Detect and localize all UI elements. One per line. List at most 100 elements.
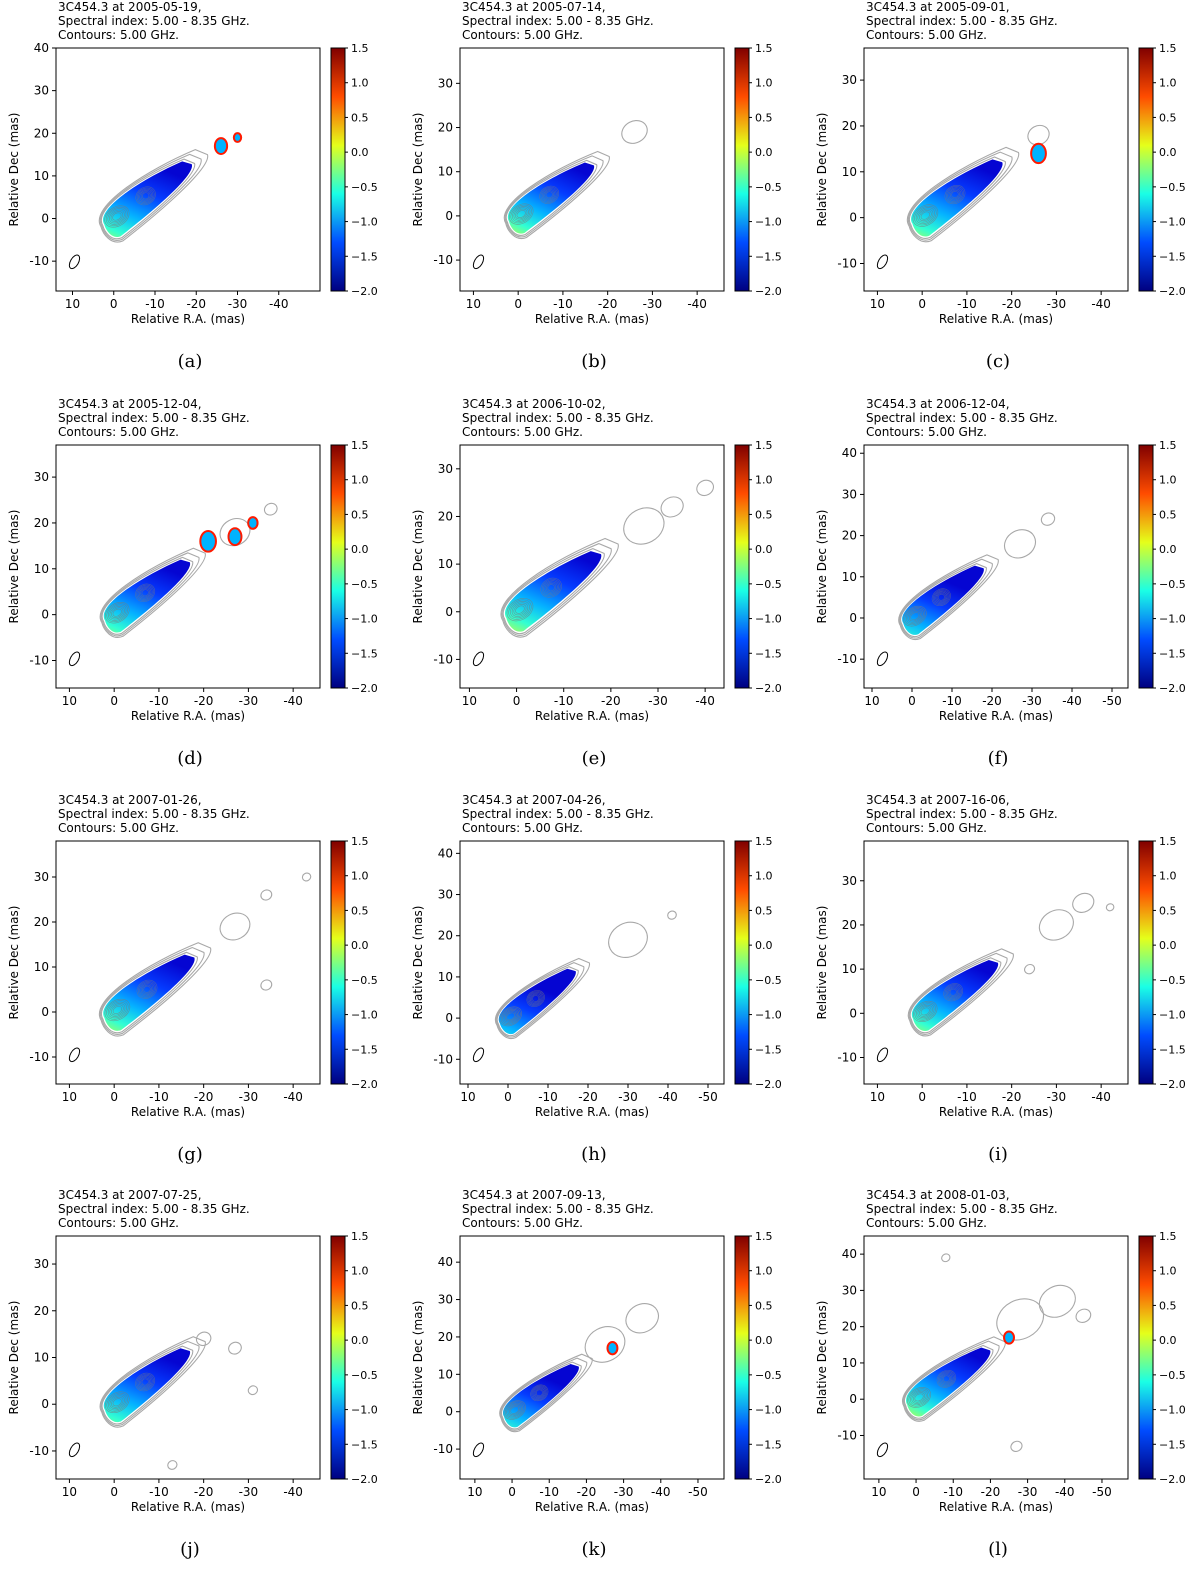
x-tick-label: 0 — [918, 1090, 926, 1104]
knot-contour — [543, 189, 556, 201]
colorbar — [330, 47, 346, 292]
contour-feature — [1040, 512, 1056, 526]
header-line: 3C454.3 at 2007-16-06, — [866, 793, 1010, 807]
knot-contour — [543, 580, 560, 596]
colorbar-tick-label: −1.0 — [351, 1404, 378, 1417]
jet-image — [911, 159, 1003, 237]
colorbar-tick-label: −1.0 — [1159, 216, 1186, 229]
colorbar-tick-label: 1.0 — [755, 870, 773, 883]
colorbar-tick-label: −0.5 — [351, 974, 378, 987]
axes-frame — [863, 444, 1129, 689]
knot-contour — [937, 593, 945, 601]
x-tick-label: 10 — [871, 1485, 886, 1499]
beam-ellipse — [68, 1047, 81, 1063]
axes-frame — [863, 1235, 1129, 1480]
core-contour — [104, 998, 131, 1022]
core-contour — [106, 1392, 128, 1412]
y-tick-label: 40 — [438, 846, 453, 860]
x-tick-label: 10 — [870, 1090, 885, 1104]
x-tick-label: -40 — [1091, 1090, 1111, 1104]
y-tick-label: -10 — [29, 653, 49, 667]
y-tick-label: 40 — [438, 1255, 453, 1269]
jet-contour — [100, 158, 196, 240]
x-axis-label: Relative R.A. (mas) — [131, 1500, 245, 1514]
colorbar-tick-label: 0.0 — [755, 1334, 773, 1347]
colorbar-tick-label: −2.0 — [1159, 1078, 1186, 1091]
y-tick-label: 10 — [438, 1367, 453, 1381]
knot-contour — [136, 979, 158, 999]
chart-svg: 10 0 -10 -20 -30 -40 -10 0 10 20 30 Relative R.A. (… — [7, 439, 378, 723]
x-axis-label: Relative R.A. (mas) — [535, 709, 649, 723]
x-tick-label: -20 — [577, 1485, 597, 1499]
x-tick-label: -30 — [648, 694, 668, 708]
x-tick-label: 0 — [110, 694, 118, 708]
colorbar-tick-label: −0.5 — [755, 1369, 782, 1382]
chart-panel: 3C454.3 at 2005-09-01, Spectral index: 5.… — [808, 0, 1200, 394]
colorbar-tick-label: −1.0 — [351, 613, 378, 626]
x-tick-label: -20 — [982, 694, 1002, 708]
jet-contour — [908, 952, 1008, 1035]
core-contour — [104, 205, 130, 228]
colorbar-tick-label: −1.5 — [1159, 250, 1186, 263]
spectral-feature — [213, 137, 229, 156]
colorbar-tick-label: −2.0 — [755, 285, 782, 298]
chart-svg: 10 0 -10 -20 -30 -40 -50 -10 0 10 20 30 40 Relative R… — [411, 835, 782, 1119]
y-tick-label: -10 — [837, 1428, 857, 1442]
core-contour — [512, 206, 531, 222]
knot-contour — [528, 992, 543, 1005]
jet-contour — [898, 554, 999, 641]
core-contour — [920, 1007, 930, 1016]
core-contour — [908, 1388, 930, 1407]
knot-contour — [947, 187, 963, 202]
knot-contour — [947, 986, 960, 998]
jet-contour — [99, 1336, 206, 1428]
y-tick-label: 30 — [438, 1293, 453, 1307]
jet-contour — [98, 942, 212, 1037]
panel-caption: (g) — [177, 1144, 203, 1165]
beam-ellipse — [472, 651, 485, 667]
panel-header: 3C454.3 at 2007-04-26, Spectral index: 5.… — [462, 793, 654, 835]
colorbar-tick-label: −2.0 — [351, 1078, 378, 1091]
contour-feature — [1024, 963, 1036, 975]
x-tick-label: -10 — [149, 694, 169, 708]
plot-area — [876, 892, 1115, 1063]
y-axis-label: Relative Dec (mas) — [7, 1301, 21, 1415]
knot-contour — [136, 584, 154, 601]
x-axis-label: Relative R.A. (mas) — [535, 312, 649, 326]
spectral-feature — [227, 527, 243, 547]
header-line: Contours: 5.00 GHz. — [58, 821, 179, 835]
core-contour — [112, 212, 122, 221]
core-contour — [502, 1008, 520, 1024]
contour-feature — [584, 1326, 626, 1363]
contour-feature — [621, 119, 648, 144]
jet-contour — [900, 562, 987, 638]
knot-contour — [531, 1385, 548, 1401]
core-contour — [510, 601, 530, 619]
contour-feature — [1105, 903, 1115, 912]
jet-emission — [906, 146, 1020, 243]
header-line: Spectral index: 5.00 - 8.35 GHz. — [58, 807, 250, 821]
knot-contour — [136, 1373, 154, 1391]
core-contour — [914, 205, 937, 226]
jet-contour — [100, 951, 198, 1034]
header-line: 3C454.3 at 2005-09-01, — [866, 0, 1010, 14]
y-tick-label: 20 — [842, 1320, 857, 1334]
jet-contour — [499, 1353, 593, 1433]
colorbar-tick-label: 1.5 — [351, 439, 369, 452]
y-tick-label: -10 — [29, 254, 49, 268]
jet-image — [906, 1347, 991, 1417]
plot-area — [68, 502, 278, 667]
panel-header: 3C454.3 at 2007-01-26, Spectral index: 5.… — [58, 793, 250, 835]
jet-contour — [100, 1340, 200, 1427]
x-tick-label: 10 — [870, 297, 885, 311]
knot-contour — [948, 188, 962, 201]
core-contour — [511, 602, 529, 617]
core-contour — [919, 1006, 932, 1017]
y-tick-label: 0 — [849, 1006, 857, 1020]
contour-feature — [219, 912, 251, 941]
knot-contour — [143, 985, 151, 993]
colorbar-tick-label: −1.5 — [351, 1438, 378, 1451]
contour-feature — [623, 507, 665, 545]
x-tick-label: -30 — [1047, 1090, 1067, 1104]
x-tick-label: -40 — [658, 1090, 678, 1104]
